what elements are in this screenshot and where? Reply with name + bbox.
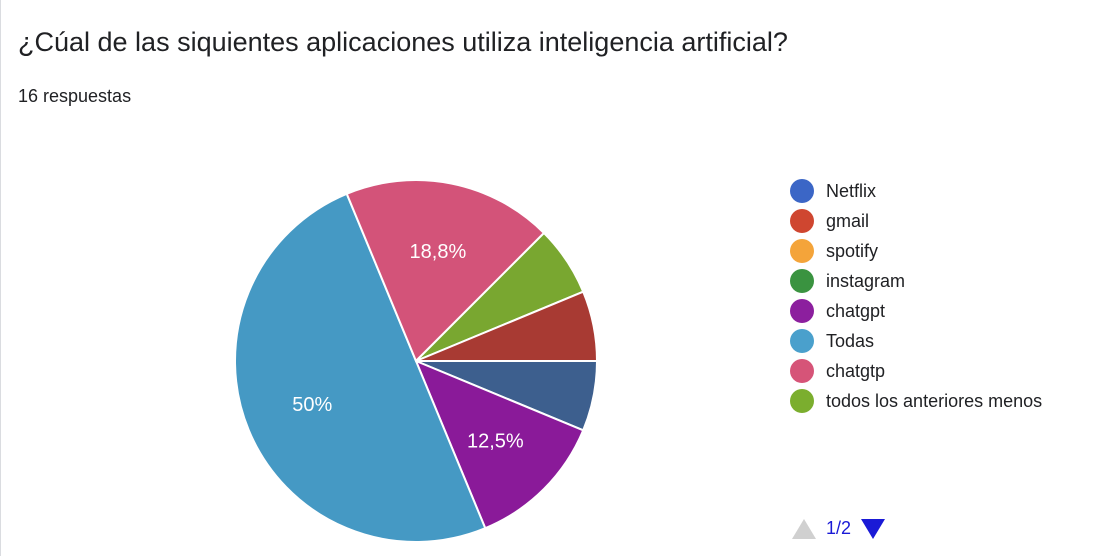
legend-swatch xyxy=(790,179,814,203)
legend-label: chatgpt xyxy=(826,300,886,321)
legend-label: chatgtp xyxy=(826,360,886,381)
slice-percent-label: 18,8% xyxy=(410,241,467,263)
legend-pager: 1/2 xyxy=(792,518,886,539)
pie-slice-gmail xyxy=(415,290,599,362)
response-count: 16 respuestas xyxy=(18,86,132,106)
legend-label: instagram xyxy=(826,270,906,291)
slice-percent-label: 12,5% xyxy=(467,430,524,452)
page-indicator: 1/2 xyxy=(826,518,852,538)
legend-label: spotify xyxy=(826,240,879,261)
legend-swatch xyxy=(790,389,814,413)
legend-label: todos los anteriores menos xyxy=(826,390,1043,411)
legend-swatch xyxy=(790,359,814,383)
legend-item-spotify: spotify xyxy=(790,236,1108,266)
legend-label: Todas xyxy=(826,330,875,351)
legend-swatch xyxy=(790,269,814,293)
pie-slice-chatgpt xyxy=(414,359,585,530)
slice-percent-label: 50% xyxy=(292,394,332,416)
legend-item-netflix: Netflix xyxy=(790,176,1108,206)
legend-label: Netflix xyxy=(826,180,877,201)
legend-item-gmail: gmail xyxy=(790,206,1108,236)
legend-swatch xyxy=(790,329,814,353)
legend-item-instagram: instagram xyxy=(790,266,1108,296)
legend-item-chatgpt: chatgpt xyxy=(790,296,1108,326)
legend-item-todas: Todas xyxy=(790,326,1108,356)
pie-slice-chatgtp xyxy=(345,179,546,363)
pie-slice-todas xyxy=(234,192,487,543)
legend-item-todos-los-anteriores: todos los anteriores menos xyxy=(790,386,1108,416)
legend-label: gmail xyxy=(826,210,870,231)
chart-legend: Netflix gmail spotify instagram chatgpt … xyxy=(790,176,1108,416)
legend-swatch xyxy=(790,239,814,263)
question-title: ¿Cúal de las siquientes aplicaciones uti… xyxy=(18,27,788,57)
page-up-icon[interactable] xyxy=(792,518,816,539)
page-down-icon[interactable] xyxy=(861,518,886,539)
legend-swatch xyxy=(790,209,814,233)
legend-item-chatgtp: chatgtp xyxy=(790,356,1108,386)
legend-swatch xyxy=(790,299,814,323)
